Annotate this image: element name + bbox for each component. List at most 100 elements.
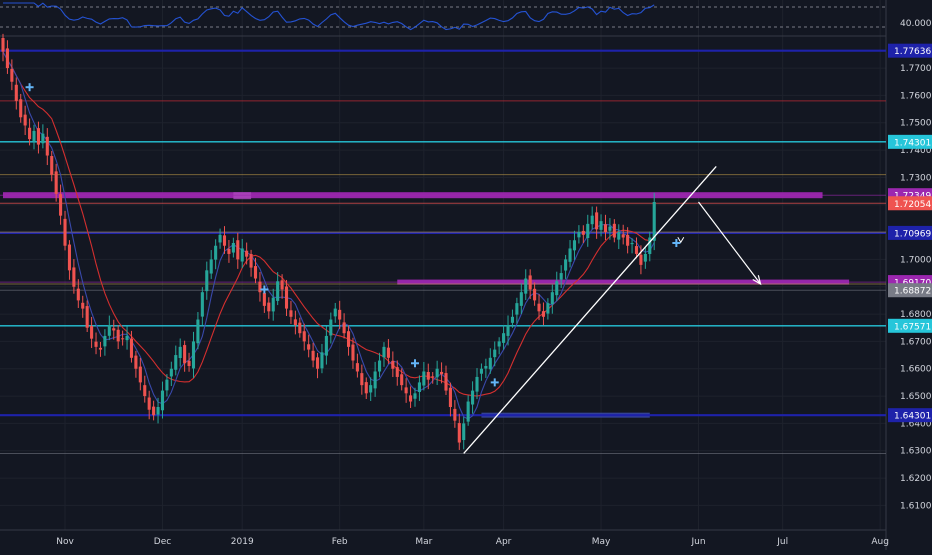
- candle-body: [453, 408, 457, 421]
- candle-body: [258, 281, 262, 293]
- price-tick-label: 1.61000: [900, 501, 932, 511]
- price-level-badge-label: 1.67571: [894, 322, 931, 332]
- candle-body: [94, 341, 98, 347]
- candle-body: [541, 311, 546, 317]
- price-tick-label: 1.77000: [900, 64, 932, 74]
- candle-body: [612, 223, 616, 238]
- price-level-badge: [888, 225, 932, 240]
- candle-body: [652, 202, 656, 241]
- candle-body: [280, 280, 284, 290]
- candle-body: [231, 243, 235, 253]
- candle-body: [196, 319, 200, 344]
- candle-body: [28, 127, 32, 140]
- candle-body: [178, 346, 182, 359]
- time-tick-label: May: [592, 537, 611, 547]
- candle-body: [448, 387, 452, 407]
- candle-body: [67, 244, 72, 271]
- candle-body: [364, 382, 368, 394]
- candle-body: [639, 254, 643, 265]
- candle-body: [409, 395, 413, 402]
- ascending-trendline: [463, 166, 717, 454]
- time-tick-label: Dec: [154, 537, 171, 547]
- price-level-badge: [888, 43, 932, 58]
- candle-body: [572, 240, 577, 251]
- candle-body: [191, 341, 196, 369]
- candle-body: [634, 246, 639, 254]
- candle-body: [617, 232, 621, 240]
- candle-body: [440, 371, 444, 375]
- moving-average-line: [2, 51, 655, 397]
- candle-body: [262, 292, 266, 306]
- candle-body: [422, 371, 426, 386]
- candle-body: [338, 309, 342, 320]
- candle-body: [209, 259, 213, 274]
- price-level-badge: [888, 408, 932, 423]
- candle-body: [457, 423, 461, 443]
- candle-body: [23, 114, 27, 126]
- candle-body: [147, 397, 151, 410]
- price-level-badge: [888, 196, 932, 211]
- candle-body: [125, 335, 129, 341]
- candle-body: [400, 374, 404, 386]
- price-level-badge-label: 1.68872: [894, 287, 931, 297]
- candle-body: [515, 303, 519, 315]
- candle-body: [107, 325, 111, 336]
- candle-body: [54, 171, 58, 194]
- candle-body: [559, 273, 563, 280]
- candle-body: [121, 338, 125, 340]
- candle-body: [169, 368, 173, 377]
- candle-body: [205, 270, 209, 292]
- candle-body: [528, 275, 532, 290]
- candle-body: [174, 355, 178, 370]
- candle-body: [564, 259, 568, 271]
- price-tick-label: 1.70000: [900, 255, 932, 265]
- candle-body: [14, 84, 18, 101]
- candle-body: [156, 407, 160, 415]
- oscillator-pane: 40.0000: [0, 2, 932, 37]
- candle-body: [568, 248, 572, 262]
- candle-body: [369, 385, 373, 393]
- price-tick-label: 1.63000: [900, 447, 932, 457]
- candle-body: [377, 360, 382, 372]
- candle-body: [360, 373, 364, 386]
- candle-body: [218, 234, 222, 243]
- candle-body: [395, 367, 399, 377]
- candle-body: [76, 288, 80, 301]
- candle-body: [479, 368, 483, 374]
- candle-body: [152, 406, 156, 416]
- candle-body: [431, 376, 435, 378]
- candle-body: [50, 156, 54, 175]
- candle-body: [271, 297, 275, 312]
- candle-body: [165, 379, 169, 391]
- candle-body: [302, 331, 306, 342]
- candle-body: [626, 234, 630, 246]
- candle-body: [116, 329, 120, 342]
- candle-body: [143, 385, 147, 397]
- candle-body: [599, 221, 603, 230]
- time-tick-label: Mar: [415, 537, 432, 547]
- candle-body: [90, 325, 94, 339]
- candle-body: [267, 302, 271, 312]
- candle-body: [466, 401, 470, 422]
- candle-body: [320, 352, 324, 369]
- price-tick-label: 1.65000: [900, 392, 932, 402]
- oscillator-line: [3, 2, 655, 31]
- candle-body: [475, 376, 479, 392]
- levels-layer: [0, 49, 886, 454]
- candle-body: [1, 38, 5, 52]
- candles-layer: [1, 33, 656, 450]
- candle-body: [426, 371, 430, 380]
- candle-body: [519, 292, 523, 306]
- candle-body: [240, 248, 244, 262]
- time-tick-label: Jun: [690, 537, 705, 547]
- candle-body: [351, 344, 355, 361]
- candle-body: [253, 266, 258, 279]
- price-axis: 1.77000 1.76000 1.75000 1.74000 1.73000 1.720…: [888, 43, 932, 511]
- candle-body: [59, 194, 63, 216]
- candle-body: [45, 136, 49, 156]
- price-level-badge-label: 1.72054: [894, 200, 931, 210]
- price-tick-label: 1.66000: [900, 365, 932, 375]
- candle-body: [289, 310, 293, 317]
- candle-body: [293, 319, 297, 325]
